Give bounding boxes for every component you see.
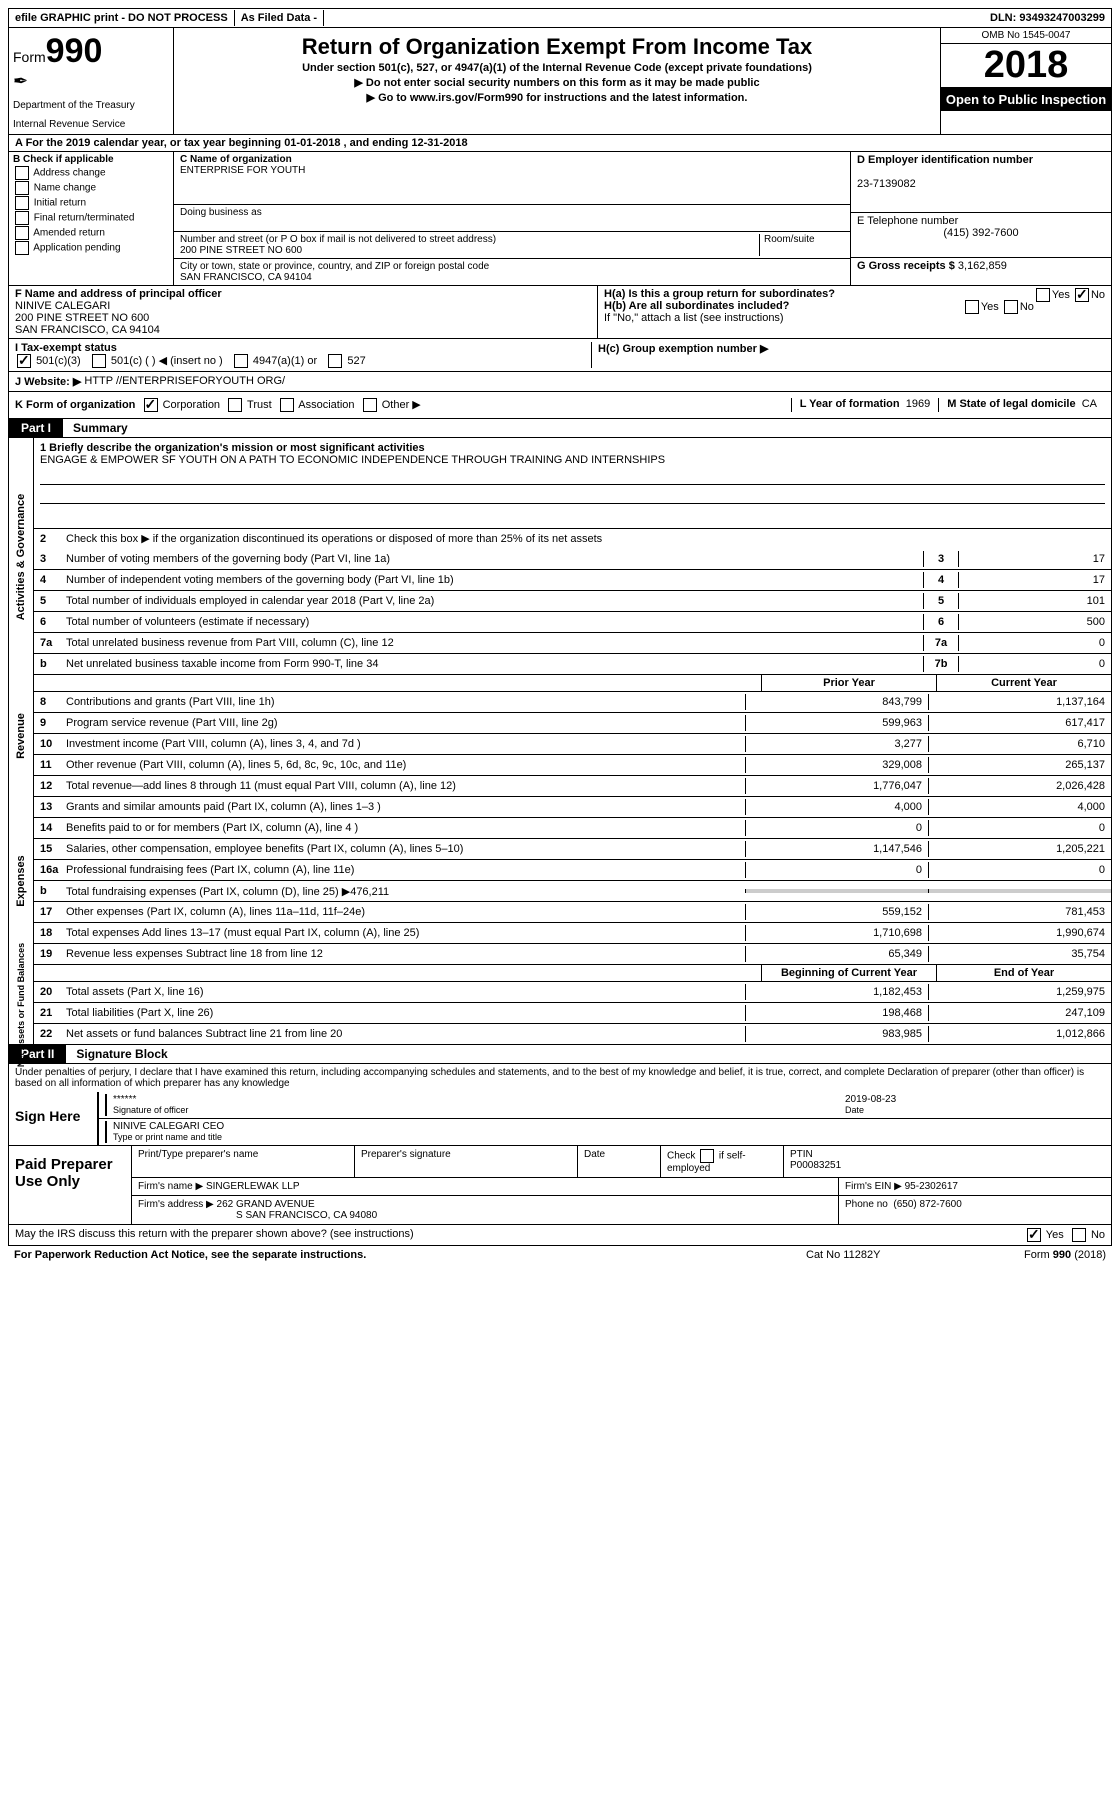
dln: DLN: 93493247003299 [984, 10, 1111, 26]
part2-header: Part II Signature Block [8, 1045, 1112, 1064]
form-header: Form990 ✒ Department of the Treasury Int… [8, 28, 1112, 135]
col-b-checkboxes: B Check if applicable Address change Nam… [9, 152, 174, 285]
irs-label: Internal Revenue Service [13, 119, 169, 130]
chk-discuss-no[interactable] [1072, 1228, 1086, 1242]
sign-here-block: Sign Here ****** Signature of officer 20… [8, 1092, 1112, 1146]
preparer-block: Paid Preparer Use Only Print/Type prepar… [8, 1146, 1112, 1225]
chk-amended[interactable] [15, 226, 29, 240]
gross-receipts: 3,162,859 [958, 260, 1007, 272]
chk-trust[interactable] [228, 398, 242, 412]
firm-name: SINGERLEWAK LLP [206, 1181, 300, 1192]
chk-assoc[interactable] [280, 398, 294, 412]
chk-501c3[interactable] [17, 354, 31, 368]
col-d-info: D Employer identification number 23-7139… [851, 152, 1111, 285]
part1-header: Part I Summary [8, 419, 1112, 438]
chk-self-employed[interactable] [700, 1149, 714, 1163]
ein: 23-7139082 [857, 178, 916, 190]
org-street: 200 PINE STREET NO 600 [180, 245, 302, 256]
revenue-section: Revenue Prior YearCurrent Year 8Contribu… [8, 675, 1112, 797]
form-year-box: OMB No 1545-0047 2018 Open to Public Ins… [940, 28, 1111, 134]
chk-other[interactable] [363, 398, 377, 412]
chk-corp[interactable] [144, 398, 158, 412]
chk-address[interactable] [15, 166, 29, 180]
entity-section: B Check if applicable Address change Nam… [8, 152, 1112, 286]
org-city: SAN FRANCISCO, CA 94104 [180, 272, 312, 283]
form-title-block: Return of Organization Exempt From Incom… [174, 28, 940, 134]
chk-501c[interactable] [92, 354, 106, 368]
chk-hb-no[interactable] [1004, 300, 1018, 314]
col-c-org: C Name of organization ENTERPRISE FOR YO… [174, 152, 851, 285]
governance-section: Activities & Governance 1 Briefly descri… [8, 438, 1112, 675]
row-j: J Website: ▶ HTTP //ENTERPRISEFORYOUTH O… [8, 372, 1112, 392]
sig-declaration: Under penalties of perjury, I declare th… [8, 1064, 1112, 1092]
form-title: Return of Organization Exempt From Incom… [178, 34, 936, 60]
website: HTTP //ENTERPRISEFORYOUTH ORG/ [84, 375, 285, 388]
netassets-section: Net Assets or Fund Balances Beginning of… [8, 965, 1112, 1045]
row-i: I Tax-exempt status 501(c)(3) 501(c) ( )… [8, 339, 1112, 372]
header-bar: efile GRAPHIC print - DO NOT PROCESS As … [8, 8, 1112, 28]
open-public: Open to Public Inspection [941, 88, 1111, 111]
chk-4947[interactable] [234, 354, 248, 368]
chk-hb-yes[interactable] [965, 300, 979, 314]
omb-number: OMB No 1545-0047 [941, 28, 1111, 44]
efile-notice: efile GRAPHIC print - DO NOT PROCESS [9, 10, 235, 26]
officer-name: NINIVE CALEGARI CEO [113, 1121, 224, 1132]
line-a: A For the 2019 calendar year, or tax yea… [8, 135, 1112, 152]
chk-name[interactable] [15, 181, 29, 195]
dept-treasury: Department of the Treasury [13, 100, 169, 111]
as-filed: As Filed Data - [235, 10, 324, 26]
org-name: ENTERPRISE FOR YOUTH [180, 165, 305, 176]
chk-final[interactable] [15, 211, 29, 225]
irs-link[interactable]: www.irs.gov/Form990 [410, 92, 523, 104]
chk-discuss-yes[interactable] [1027, 1228, 1041, 1242]
form-ident: Form990 ✒ Department of the Treasury Int… [9, 28, 174, 134]
mission-text: ENGAGE & EMPOWER SF YOUTH ON A PATH TO E… [40, 454, 665, 466]
phone: (415) 392-7600 [857, 227, 1105, 239]
tax-year: 2018 [941, 44, 1111, 88]
row-f-h: F Name and address of principal officer … [8, 286, 1112, 339]
discuss-row: May the IRS discuss this return with the… [8, 1225, 1112, 1246]
row-k: K Form of organization Corporation Trust… [8, 392, 1112, 419]
footer: For Paperwork Reduction Act Notice, see … [8, 1246, 1112, 1264]
chk-ha-yes[interactable] [1036, 288, 1050, 302]
expenses-section: Expenses 13Grants and similar amounts pa… [8, 797, 1112, 965]
chk-527[interactable] [328, 354, 342, 368]
chk-ha-no[interactable] [1075, 288, 1089, 302]
chk-pending[interactable] [15, 241, 29, 255]
chk-initial[interactable] [15, 196, 29, 210]
